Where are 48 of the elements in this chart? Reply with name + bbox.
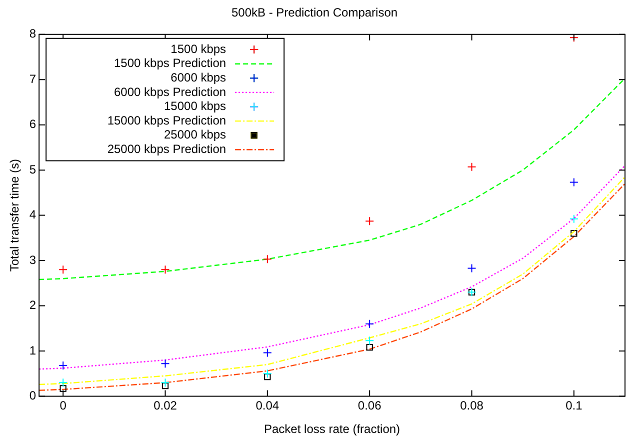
point xyxy=(570,230,578,237)
point xyxy=(365,216,374,226)
x-tick-label: 0.06 xyxy=(358,398,382,413)
point xyxy=(569,34,578,42)
point xyxy=(264,373,271,380)
point xyxy=(366,344,373,351)
y-tick-label: 5 xyxy=(29,162,36,176)
point xyxy=(262,254,272,264)
legend-label: 6000 kbps xyxy=(170,70,226,84)
point xyxy=(58,360,68,370)
point xyxy=(162,382,169,390)
legend-label: 15000 kbps Prediction xyxy=(107,113,226,128)
x-tick-label: 0.02 xyxy=(154,398,178,413)
point xyxy=(58,378,68,388)
point xyxy=(58,265,68,274)
x-tick-label: 0.04 xyxy=(256,398,280,413)
x-axis-title: Packet loss rate (fraction) xyxy=(264,422,400,436)
x-tick-label: 0 xyxy=(60,398,67,413)
y-tick-label: 4 xyxy=(29,208,36,222)
legend-label: 6000 kbps Prediction xyxy=(114,84,226,99)
y-tick-label: 6 xyxy=(29,117,36,132)
legend-label: 1500 kbps Prediction xyxy=(114,56,226,70)
legend-label: 25000 kbps Prediction xyxy=(107,142,226,156)
point xyxy=(365,319,374,328)
legend-label: 1500 kbps xyxy=(170,42,226,56)
point xyxy=(262,369,272,378)
y-tick-label: 2 xyxy=(29,298,36,312)
point xyxy=(160,359,170,368)
point xyxy=(569,214,578,224)
y-axis-title: Total transfer time (s) xyxy=(8,158,22,272)
point xyxy=(160,265,170,274)
point xyxy=(365,336,374,346)
x-tick-label: 0.08 xyxy=(460,398,484,413)
y-tick-label: 3 xyxy=(29,252,36,267)
chart-title: 500kB - Prediction Comparison xyxy=(231,6,398,20)
legend-label: 25000 kbps xyxy=(164,128,226,142)
y-tick-label: 0 xyxy=(29,388,36,403)
y-tick-label: 7 xyxy=(29,72,36,86)
x-tick-label: 0.1 xyxy=(566,398,583,413)
point xyxy=(467,264,476,273)
legend-label: 15000 kbps xyxy=(164,99,226,114)
point xyxy=(569,178,578,187)
point xyxy=(160,378,170,388)
point xyxy=(60,385,66,392)
y-tick-label: 1 xyxy=(29,343,36,358)
point xyxy=(262,348,272,358)
y-tick-label: 8 xyxy=(29,26,36,41)
point xyxy=(467,162,476,172)
